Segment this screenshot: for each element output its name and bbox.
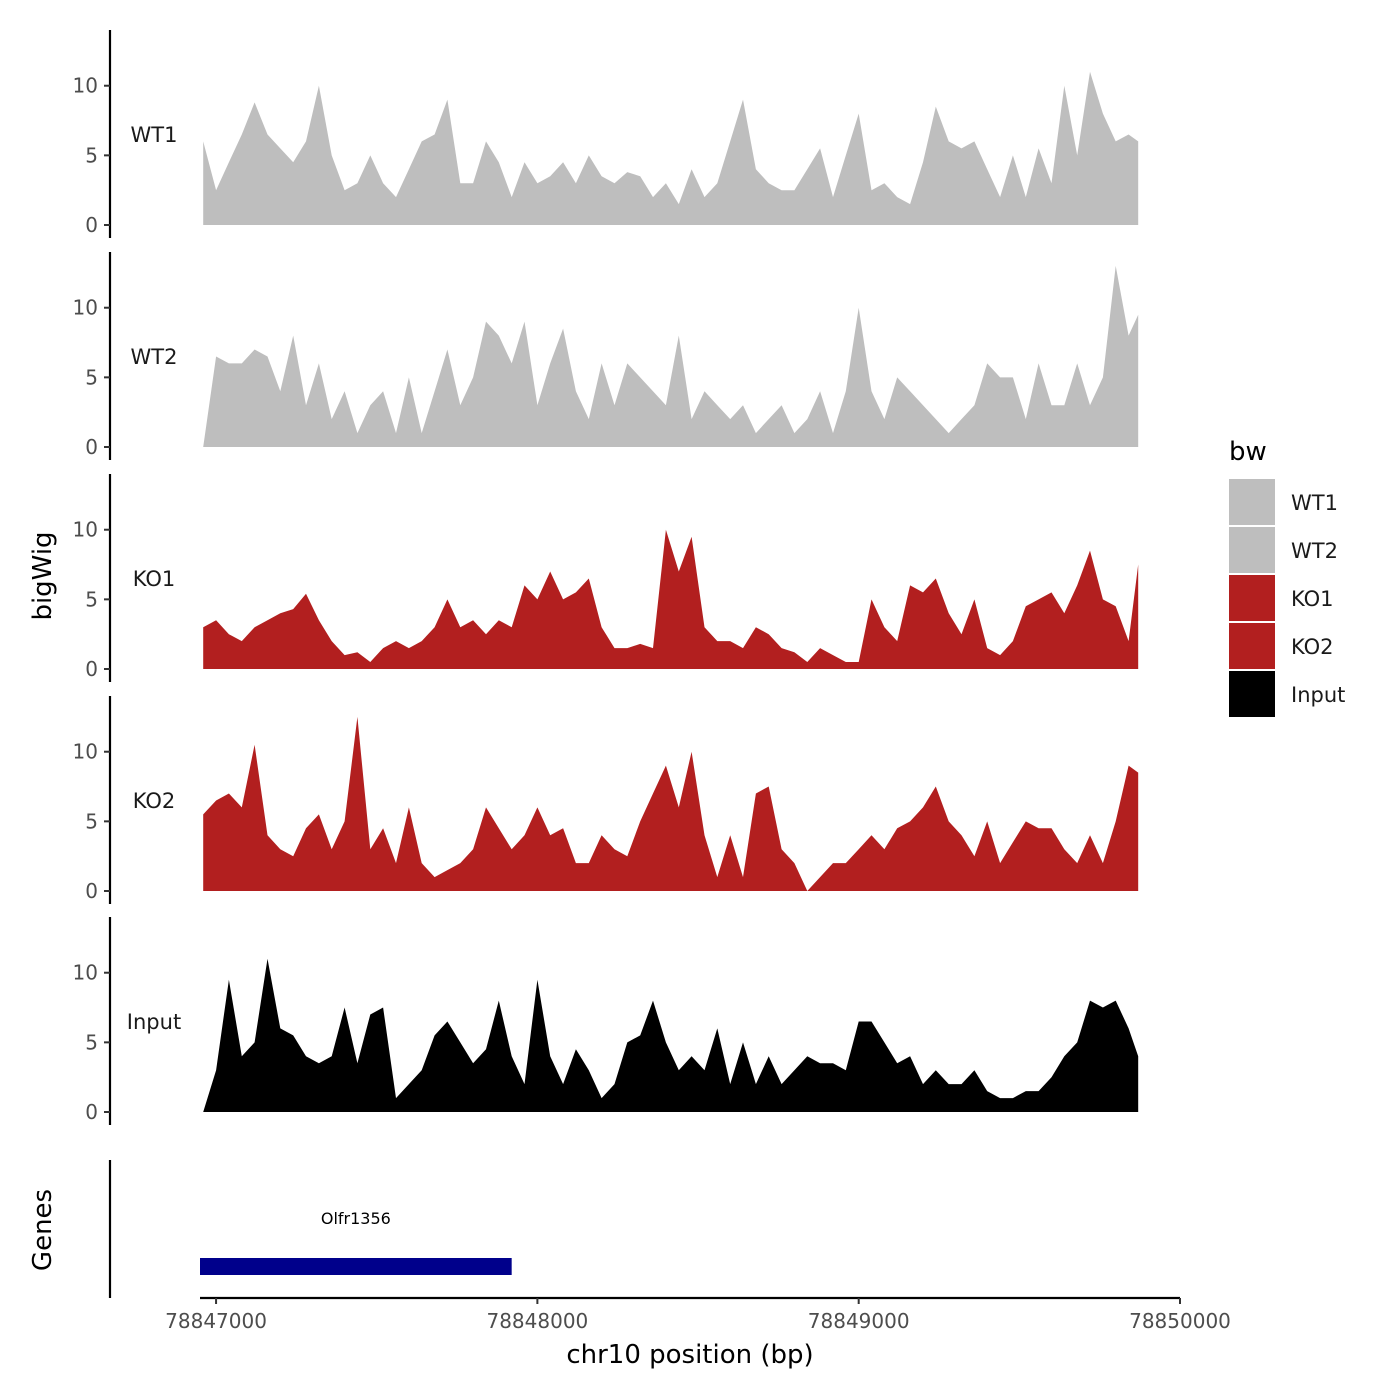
signal-tracks: 0 5 10 WT1 0 5 10 WT2 0 5 10 KO1 0 5 10 KO2 0 5 10 Input [73, 30, 1139, 1125]
y-tick-label: 10 [73, 518, 98, 542]
track-wt2: 0 5 10 WT2 [73, 252, 1139, 460]
track-input: 0 5 10 Input [73, 917, 1139, 1125]
legend-swatch [1229, 479, 1275, 525]
gene-annotation-panel: Olfr1356 [108, 1160, 512, 1298]
track-label: WT1 [131, 123, 178, 147]
track-label: WT2 [131, 345, 178, 369]
genes-panel-title: Genes [28, 1189, 58, 1271]
track-wt1: 0 5 10 WT1 [73, 30, 1139, 238]
x-tick-label: 78849000 [808, 1309, 910, 1333]
gene-label: Olfr1356 [321, 1209, 391, 1228]
track-label: KO1 [133, 567, 176, 591]
track-label: KO2 [133, 789, 176, 813]
legend-label: KO2 [1291, 635, 1334, 659]
x-axis: 78847000 78848000 78849000 78850000 [165, 1296, 1231, 1333]
legend-title: bw [1229, 437, 1267, 467]
x-axis-title: chr10 position (bp) [566, 1340, 813, 1370]
y-tick-label: 10 [73, 296, 98, 320]
legend-label: WT1 [1291, 491, 1338, 515]
y-tick-label: 10 [73, 961, 98, 985]
legend-label: KO1 [1291, 587, 1334, 611]
y-tick-label: 5 [85, 1030, 98, 1054]
y-tick-label: 5 [85, 809, 98, 833]
y-tick-label: 0 [85, 435, 98, 459]
y-tick-label: 0 [85, 1100, 98, 1124]
legend-swatch [1229, 575, 1275, 621]
y-tick-label: 5 [85, 587, 98, 611]
area-input [203, 958, 1139, 1112]
legend-swatch [1229, 527, 1275, 573]
legend-swatch [1229, 623, 1275, 669]
track-label: Input [127, 1010, 181, 1034]
y-axis-title: bigWig [28, 531, 58, 620]
gene-body [200, 1258, 512, 1275]
x-tick-label: 78848000 [486, 1309, 588, 1333]
y-tick-label: 0 [85, 657, 98, 681]
legend-label: Input [1291, 683, 1345, 707]
y-tick-label: 5 [85, 143, 98, 167]
area-ko2 [203, 716, 1139, 891]
y-tick-label: 0 [85, 213, 98, 237]
area-wt1 [203, 71, 1139, 225]
x-tick-label: 78847000 [165, 1309, 267, 1333]
track-ko1: 0 5 10 KO1 [73, 474, 1139, 682]
legend-label: WT2 [1291, 539, 1338, 563]
track-ko2: 0 5 10 KO2 [73, 696, 1139, 904]
y-tick-label: 0 [85, 879, 98, 903]
y-tick-label: 10 [73, 74, 98, 98]
area-wt2 [203, 265, 1139, 447]
legend-swatch [1229, 671, 1275, 717]
area-ko1 [203, 529, 1139, 669]
y-tick-label: 5 [85, 365, 98, 389]
y-tick-label: 10 [73, 740, 98, 764]
legend: bw WT1 WT2 KO1 KO2 Input [1229, 437, 1345, 717]
x-tick-label: 78850000 [1129, 1309, 1231, 1333]
